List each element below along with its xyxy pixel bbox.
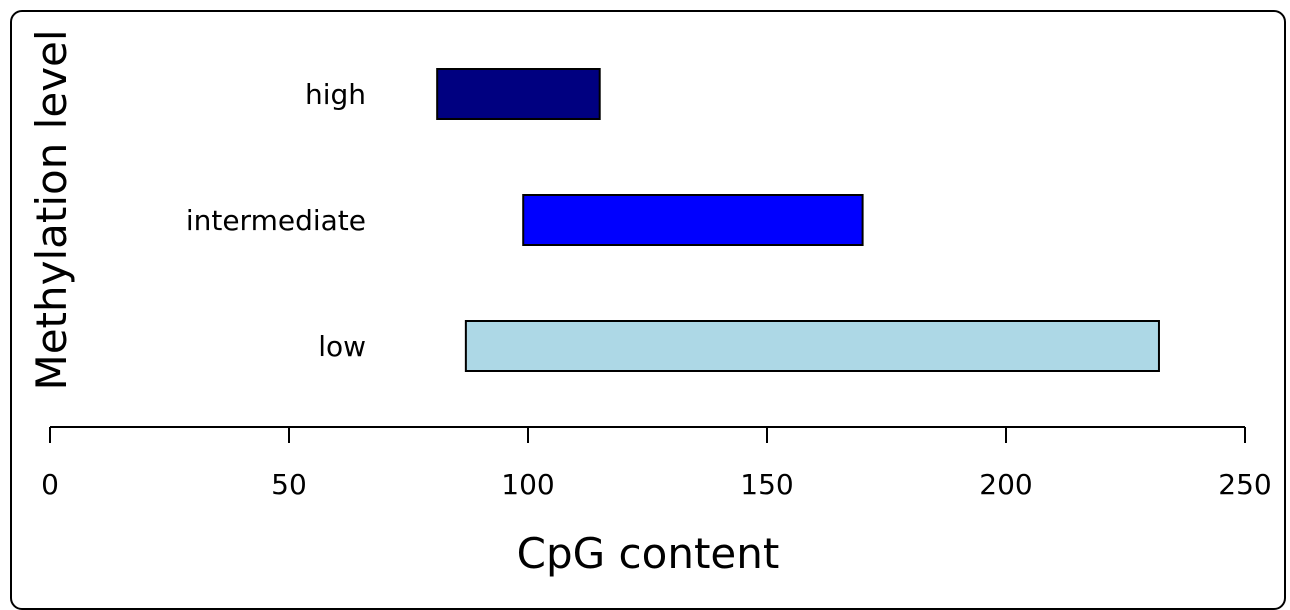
category-label-intermediate: intermediate — [186, 204, 366, 237]
x-tick-label: 50 — [271, 468, 307, 501]
bars-layer — [436, 68, 1160, 372]
category-label-high: high — [305, 78, 366, 111]
bar-intermediate — [522, 194, 864, 246]
y-axis-title: Methylation level — [27, 29, 76, 390]
chart-frame — [10, 10, 1286, 610]
chart-svg: high intermediate low 0 50 100 150 200 250 CpG … — [27, 29, 1272, 578]
bar-high — [436, 68, 601, 120]
x-tick-label: 200 — [979, 468, 1032, 501]
x-tick-label: 150 — [740, 468, 793, 501]
bar-low — [464, 320, 1160, 372]
x-tick-label: 100 — [501, 468, 554, 501]
x-axis-title: CpG content — [517, 529, 780, 578]
category-label-low: low — [318, 330, 366, 363]
x-axis: 0 50 100 150 200 250 — [41, 426, 1272, 501]
x-tick-label: 0 — [41, 468, 59, 501]
category-labels: high intermediate low — [186, 78, 366, 363]
x-tick-label: 250 — [1218, 468, 1271, 501]
